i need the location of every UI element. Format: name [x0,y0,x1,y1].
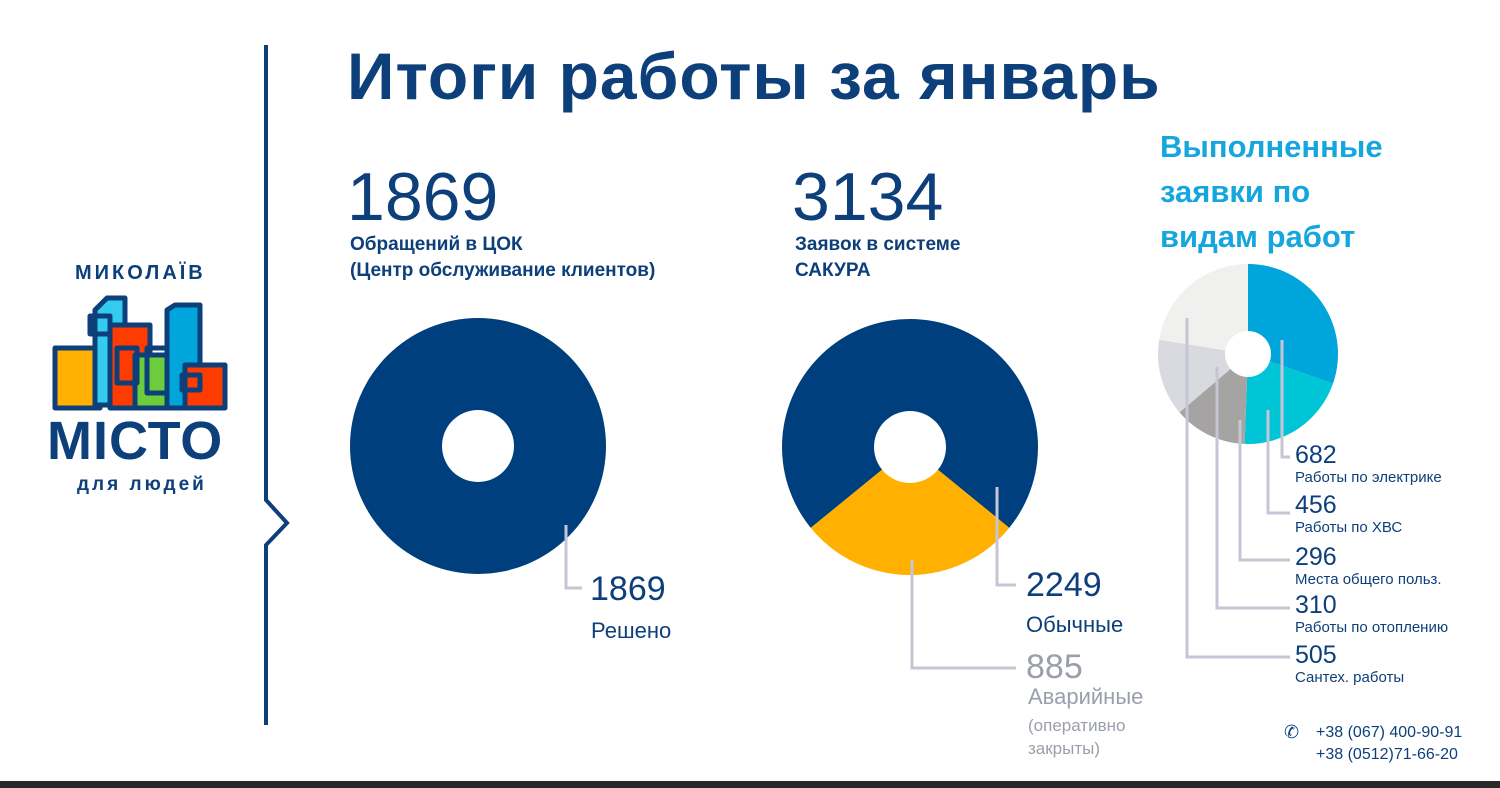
work-type-item: 310 Работы по отоплению [1295,592,1448,638]
phone-icon: ✆ [1284,722,1300,742]
donut-hole [442,410,514,482]
stat2-label: Заявок в системе САКУРА [795,232,960,284]
work-type-value: 682 [1295,441,1337,469]
leader-line-electric [1280,340,1290,459]
stat1-value: 1869 [347,159,499,235]
work-type-value: 296 [1295,543,1337,571]
stat3-heading-line1: Выполненные [1160,129,1383,164]
work-type-value: 310 [1295,591,1337,619]
donut [350,318,606,574]
logo-name: МІСТО [47,411,224,471]
emergency-note-line1: (оперативно [1028,716,1126,735]
leader-line-normal [995,487,1016,587]
work-type-label: Сантех. работы [1295,669,1405,686]
stat2-label-line2: САКУРА [795,260,871,281]
bottom-bar [0,781,1500,788]
work-type-label: Работы по ХВС [1295,519,1403,536]
stat3-heading-line2: заявки по [1160,174,1311,209]
leader-line-common [1238,420,1290,562]
work-type-value: 505 [1295,641,1337,669]
slice-Места-общего-польз. [1179,354,1248,444]
work-type-item: 456 Работы по ХВС [1295,492,1402,538]
work-type-value: 456 [1295,491,1337,519]
donut-hole [874,411,946,483]
donut-hole [1225,331,1271,377]
work-type-item: 682 Работы по электрике [1295,442,1442,488]
work-type-label: Места общего польз. [1295,571,1442,588]
page-title: Итоги работы за январь [347,39,1161,113]
stat2-value: 3134 [792,159,944,235]
solved-value: 1869 [590,570,666,608]
stat3-heading-line3: видам работ [1160,219,1356,254]
work-type-item: 505 Сантех. работы [1295,642,1404,688]
emergency-value: 885 [1026,648,1083,686]
slice-Аварийные-(оперативно-закрыты) [810,447,1010,575]
leader-line-solved [564,525,582,590]
stat2-label-line1: Заявок в системе [795,234,961,255]
phone-1[interactable]: +38 (067) 400-90-91 [1316,724,1463,741]
solved-label: Решено [591,618,672,643]
emergency-label: Аварийные [1028,684,1144,709]
stat1-label: Обращений в ЦОК (Центр обслуживание клие… [350,232,655,284]
donut [782,318,1038,575]
leader-line-emergency [910,560,1016,670]
emergency-note: (оперативно закрыты) [1028,714,1125,760]
logo: МИКОЛАЇВ МІСТО для людей [45,262,235,502]
emergency-note-line2: закрыты) [1028,739,1101,758]
work-type-label: Работы по электрике [1295,469,1442,486]
logo-tagline: для людей [77,474,207,495]
logo-city: МИКОЛАЇВ [75,262,206,284]
slice-Сантех.-работы [1159,264,1248,354]
work-type-item: 296 Места общего польз. [1295,544,1442,590]
stat3-heading: Выполненные заявки по видам работ [1160,124,1460,259]
work-type-label: Работы по отоплению [1295,619,1449,636]
logo-buildings-icon [52,295,228,411]
stat1-label-line1: Обращений в ЦОК [350,234,523,255]
donut [1157,264,1338,444]
stat1-label-line2: (Центр обслуживание клиентов) [350,260,656,281]
normal-label: Обычные [1026,612,1124,637]
leader-line-plumbing [1185,318,1290,659]
contacts: +38 (067) 400-90-91 +38 (0512)71-66-20 [1316,722,1462,766]
phone-2[interactable]: +38 (0512)71-66-20 [1316,746,1458,763]
vertical-divider [264,45,290,725]
leader-line-heating [1215,367,1290,610]
normal-value: 2249 [1026,566,1102,604]
leader-line-hvs [1266,410,1290,515]
